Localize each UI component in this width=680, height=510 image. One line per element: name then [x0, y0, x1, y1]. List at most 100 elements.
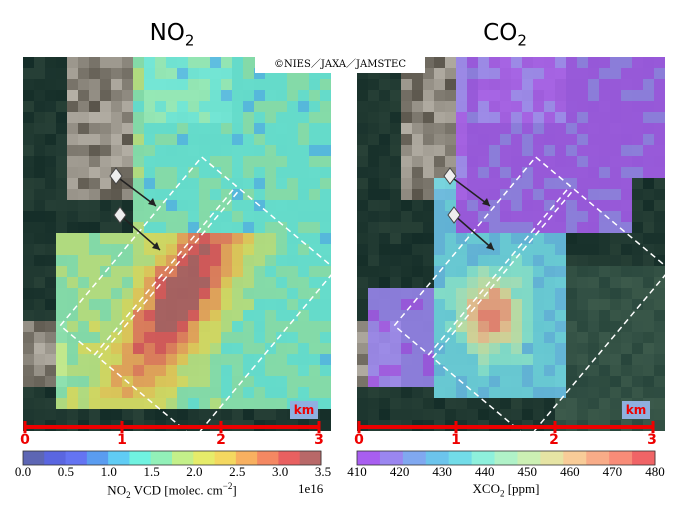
data-pixel: [243, 233, 254, 244]
data-pixel: [533, 211, 544, 222]
data-pixel: [489, 376, 500, 387]
data-pixel: [166, 112, 177, 123]
data-pixel: [555, 266, 566, 277]
satellite-pixel: [445, 409, 456, 420]
data-pixel: [467, 354, 478, 365]
data-pixel: [100, 321, 111, 332]
data-pixel: [111, 343, 122, 354]
satellite-pixel: [610, 255, 621, 266]
data-pixel: [489, 134, 500, 145]
data-pixel: [577, 112, 588, 123]
data-pixel: [122, 354, 133, 365]
data-pixel: [588, 101, 599, 112]
data-pixel: [177, 233, 188, 244]
data-pixel: [467, 156, 478, 167]
satellite-pixel: [379, 145, 390, 156]
satellite-pixel: [56, 145, 67, 156]
colorbar-segment: [214, 451, 237, 465]
data-pixel: [298, 332, 309, 343]
data-pixel: [243, 365, 254, 376]
satellite-pixel: [368, 200, 379, 211]
data-pixel: [221, 288, 232, 299]
data-pixel: [199, 255, 210, 266]
data-pixel: [155, 79, 166, 90]
data-pixel: [287, 332, 298, 343]
data-pixel: [254, 178, 265, 189]
data-pixel: [500, 387, 511, 398]
data-pixel: [478, 321, 489, 332]
data-pixel: [111, 266, 122, 277]
data-pixel: [445, 266, 456, 277]
data-pixel: [188, 376, 199, 387]
satellite-pixel: [56, 112, 67, 123]
data-pixel: [555, 277, 566, 288]
satellite-pixel: [566, 332, 577, 343]
data-pixel: [188, 398, 199, 409]
data-pixel: [434, 222, 445, 233]
satellite-pixel: [390, 222, 401, 233]
satellite-pixel: [412, 79, 423, 90]
satellite-pixel: [412, 167, 423, 178]
data-pixel: [177, 255, 188, 266]
data-pixel: [166, 189, 177, 200]
satellite-pixel: [423, 57, 434, 68]
data-pixel: [78, 288, 89, 299]
data-pixel: [500, 68, 511, 79]
data-pixel: [320, 123, 331, 134]
satellite-pixel: [34, 409, 45, 420]
data-pixel: [188, 332, 199, 343]
data-pixel: [309, 255, 320, 266]
data-pixel: [522, 79, 533, 90]
data-pixel: [100, 398, 111, 409]
no2-scale-3: 3: [314, 432, 324, 448]
data-pixel: [522, 178, 533, 189]
data-pixel: [133, 266, 144, 277]
data-pixel: [276, 310, 287, 321]
data-pixel: [100, 299, 111, 310]
data-pixel: [221, 299, 232, 310]
data-pixel: [188, 354, 199, 365]
satellite-pixel: [34, 277, 45, 288]
satellite-pixel: [412, 134, 423, 145]
satellite-pixel: [401, 101, 412, 112]
data-pixel: [155, 310, 166, 321]
data-pixel: [221, 321, 232, 332]
data-pixel: [533, 79, 544, 90]
data-pixel: [489, 299, 500, 310]
data-pixel: [577, 90, 588, 101]
satellite-pixel: [155, 409, 166, 420]
data-pixel: [298, 167, 309, 178]
data-pixel: [56, 244, 67, 255]
data-pixel: [177, 57, 188, 68]
satellite-pixel: [643, 244, 654, 255]
satellite-pixel: [577, 365, 588, 376]
data-pixel: [566, 189, 577, 200]
data-pixel: [265, 200, 276, 211]
satellite-pixel: [34, 112, 45, 123]
data-pixel: [243, 376, 254, 387]
data-pixel: [577, 222, 588, 233]
data-pixel: [243, 266, 254, 277]
data-pixel: [522, 211, 533, 222]
data-pixel: [232, 288, 243, 299]
satellite-pixel: [122, 156, 133, 167]
data-pixel: [254, 299, 265, 310]
data-pixel: [522, 233, 533, 244]
satellite-pixel: [357, 200, 368, 211]
data-pixel: [309, 178, 320, 189]
satellite-pixel: [621, 233, 632, 244]
satellite-pixel: [122, 134, 133, 145]
satellite-pixel: [23, 288, 34, 299]
data-pixel: [467, 178, 478, 189]
data-pixel: [467, 222, 478, 233]
satellite-pixel: [34, 189, 45, 200]
data-pixel: [254, 68, 265, 79]
data-pixel: [379, 288, 390, 299]
data-pixel: [155, 145, 166, 156]
satellite-pixel: [401, 211, 412, 222]
satellite-pixel: [566, 277, 577, 288]
data-pixel: [500, 101, 511, 112]
data-pixel: [144, 178, 155, 189]
data-pixel: [155, 376, 166, 387]
data-pixel: [467, 101, 478, 112]
